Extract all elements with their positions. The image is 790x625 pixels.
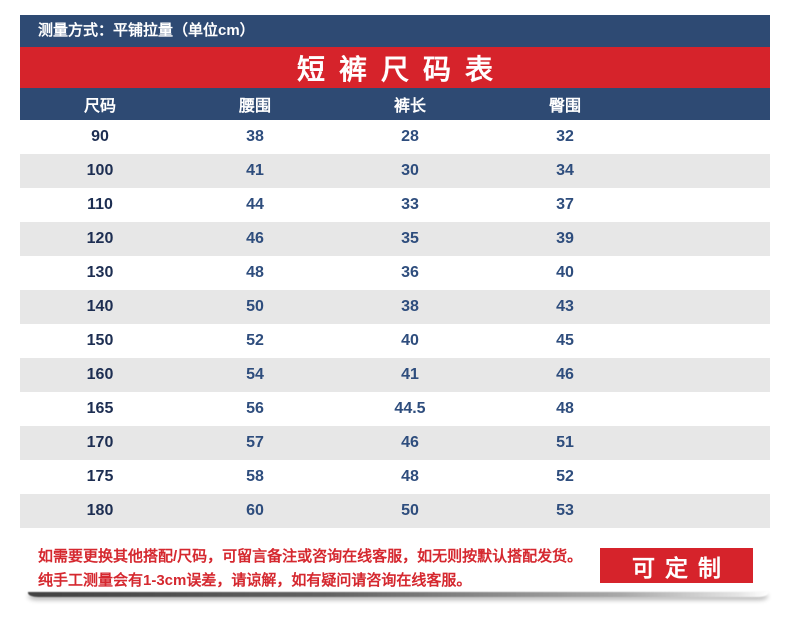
cell-hip: 48 [556,400,574,417]
cell-length: 33 [401,196,419,213]
note-line-2: 纯手工测量会有1-3cm误差，请谅解，如有疑问请咨询在线客服。 [38,572,472,589]
page-title: 短裤尺码表 [296,53,507,85]
cell-waist: 48 [246,264,264,281]
notes: 如需要更换其他搭配/尺码，可留言备注或咨询在线客服，如无则按默认搭配发货。 纯手… [38,545,582,593]
table-row: 175 58 48 52 [20,460,770,494]
cell-length: 50 [401,502,419,519]
cell-waist: 38 [246,128,264,145]
cell-hip: 39 [556,230,574,247]
cell-hip: 46 [556,366,574,383]
cell-hip: 40 [556,264,574,281]
cell-hip: 52 [556,468,574,485]
cell-size: 90 [91,128,109,145]
cell-length: 44.5 [394,400,426,417]
table-row: 140 50 38 43 [20,290,770,324]
cell-length: 40 [401,332,419,349]
cell-size: 160 [86,366,114,383]
chart-title-bar: 短裤尺码表 [20,47,770,88]
measurement-method-bar: 测量方式：平铺拉量（单位cm） [20,15,770,47]
size-table-body: 90 38 28 32 100 41 30 34 110 44 33 37 120 46 35 39 130 48… [20,120,770,528]
cell-waist: 46 [246,230,264,247]
cell-size: 150 [86,332,114,349]
column-header-hip: 臀围 [548,98,581,115]
column-header-waist: 腰围 [238,98,271,115]
customizable-button[interactable]: 可定制 [600,548,753,583]
cell-waist: 58 [246,468,264,485]
cell-hip: 53 [556,502,574,519]
table-header-row: 尺码 腰围 裤长 臀围 [20,88,770,120]
column-header-size: 尺码 [83,98,116,115]
cell-length: 35 [401,230,419,247]
cell-hip: 37 [556,196,574,213]
cell-size: 100 [86,162,114,179]
cell-size: 140 [86,298,114,315]
cell-waist: 54 [246,366,264,383]
cell-size: 175 [86,468,114,485]
cell-waist: 60 [246,502,264,519]
cell-length: 48 [401,468,419,485]
cell-waist: 41 [246,162,264,179]
cell-hip: 51 [556,434,574,451]
table-row: 165 56 44.5 48 [20,392,770,426]
cell-length: 46 [401,434,419,451]
table-row: 180 60 50 53 [20,494,770,528]
size-chart-panel: 测量方式：平铺拉量（单位cm） 短裤尺码表 尺码 腰围 裤长 臀围 90 38 28… [20,15,770,528]
cell-size: 120 [86,230,114,247]
cell-hip: 45 [556,332,574,349]
cell-waist: 57 [246,434,264,451]
cell-waist: 44 [246,196,264,213]
column-header-length: 裤长 [393,98,426,115]
note-line-1: 如需要更换其他搭配/尺码，可留言备注或咨询在线客服，如无则按默认搭配发货。 [38,548,583,565]
cell-length: 38 [401,298,419,315]
table-row: 110 44 33 37 [20,188,770,222]
cell-hip: 34 [556,162,574,179]
cell-waist: 56 [246,400,264,417]
cell-length: 28 [401,128,419,145]
cell-hip: 32 [556,128,574,145]
table-row: 120 46 35 39 [20,222,770,256]
table-row: 170 57 46 51 [20,426,770,460]
cell-size: 165 [86,400,114,417]
cell-length: 30 [401,162,419,179]
cell-size: 110 [87,196,113,213]
cell-size: 130 [86,264,114,281]
cell-waist: 52 [246,332,264,349]
cell-waist: 50 [246,298,264,315]
bottom-edge-shadow [28,592,768,597]
measurement-method-text: 测量方式：平铺拉量（单位cm） [38,22,255,39]
cell-length: 41 [401,366,419,383]
table-row: 130 48 36 40 [20,256,770,290]
table-row: 160 54 41 46 [20,358,770,392]
cell-hip: 43 [556,298,574,315]
cell-size: 180 [86,502,114,519]
cell-size: 170 [86,434,114,451]
cell-length: 36 [401,264,419,281]
table-row: 100 41 30 34 [20,154,770,188]
table-row: 150 52 40 45 [20,324,770,358]
table-row: 90 38 28 32 [20,120,770,154]
